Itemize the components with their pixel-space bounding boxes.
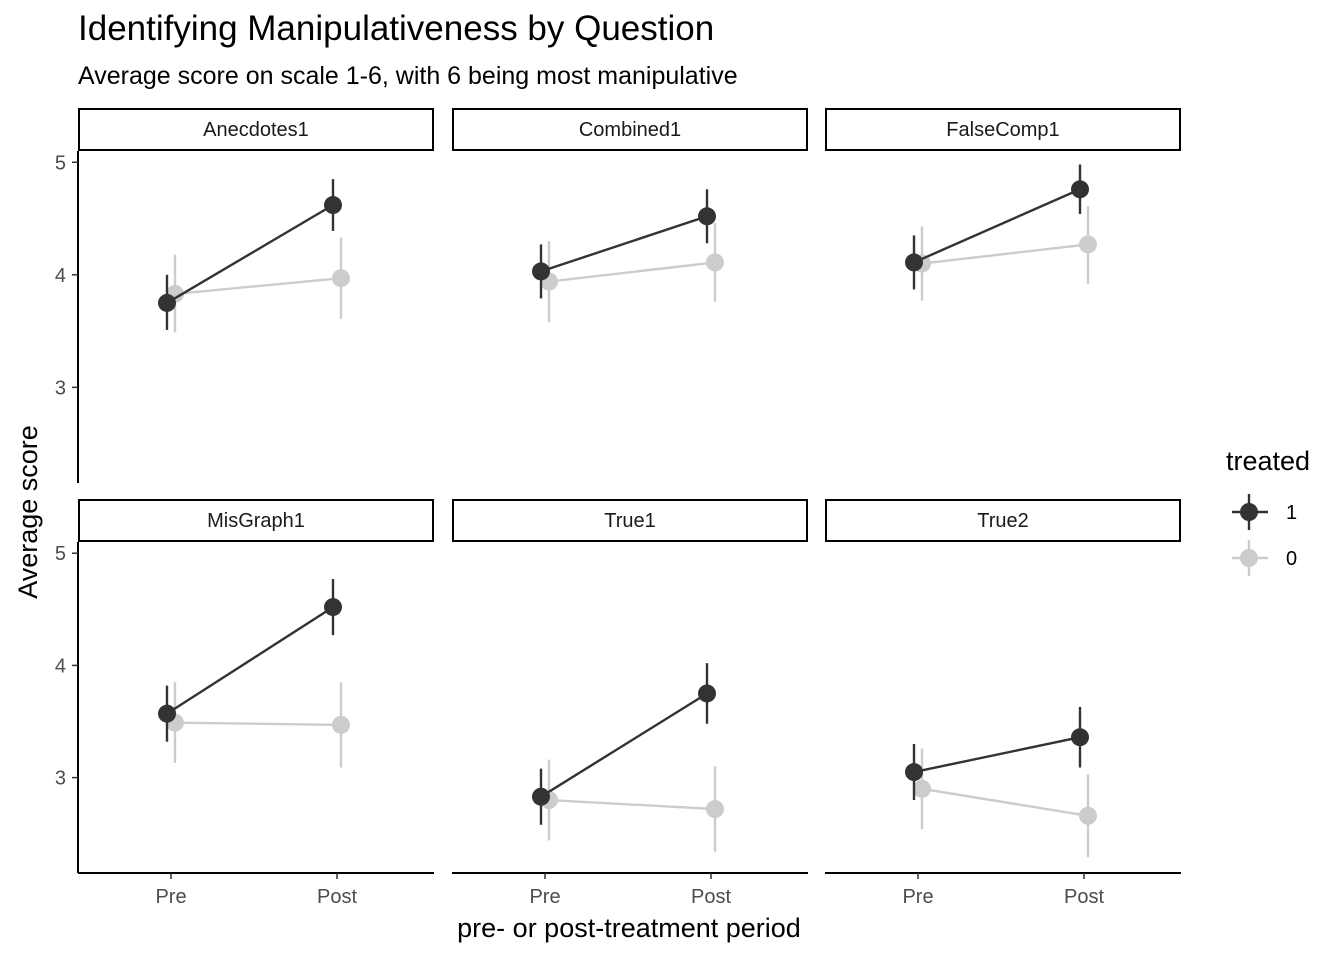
series-treated-0 <box>913 206 1097 301</box>
facet-strip-label: True1 <box>604 510 656 532</box>
x-axis-true1: Pre Post <box>452 872 808 908</box>
data-point <box>532 262 550 281</box>
facet-misgraph1: MisGraph1 <box>78 499 434 768</box>
legend-title: treated <box>1226 446 1310 476</box>
x-axis-true2: Pre Post <box>825 872 1181 908</box>
facet-anecdotes1: Anecdotes1 <box>78 108 434 333</box>
series-treated-1 <box>532 189 716 299</box>
data-point <box>324 598 342 617</box>
series-line <box>166 606 334 715</box>
facet-strip-label: Anecdotes1 <box>203 119 309 141</box>
y-axes: 3 4 5 3 4 5 <box>55 151 79 873</box>
x-axis-misgraph1: Pre Post <box>78 872 434 908</box>
legend-label: 1 <box>1286 502 1297 524</box>
series-line <box>548 798 716 811</box>
facet-combined1: Combined1 <box>452 108 808 323</box>
series-line <box>174 721 342 727</box>
data-point <box>158 293 176 312</box>
data-point <box>1071 180 1089 199</box>
chart-title: Identifying Manipulativeness by Question <box>78 9 714 48</box>
facet-true1: True1 <box>452 499 808 852</box>
data-point <box>532 787 550 806</box>
data-point <box>1071 728 1089 747</box>
series-line <box>913 736 1081 774</box>
facet-panels: Anecdotes1 Combined1 FalseComp1 MisGraph1 Tr… <box>78 108 1181 858</box>
data-point <box>913 779 931 798</box>
series-treated-0 <box>540 759 724 852</box>
series-line <box>540 692 708 798</box>
x-tick-label: Post <box>317 886 357 908</box>
data-point <box>332 269 350 288</box>
facet-strip <box>452 499 808 542</box>
facet-strip <box>78 499 434 542</box>
series-treated-1 <box>905 164 1089 290</box>
data-point <box>158 704 176 723</box>
data-point <box>1079 235 1097 254</box>
series-treated-1 <box>905 706 1089 801</box>
data-point <box>324 196 342 215</box>
y-tick-label: 5 <box>55 152 66 174</box>
facet-true2: True2 <box>825 499 1181 858</box>
x-axis-title: pre- or post-treatment period <box>457 913 801 943</box>
series-line <box>921 243 1089 265</box>
y-tick-label: 5 <box>55 543 66 565</box>
facet-strip <box>452 108 808 151</box>
chart-subtitle: Average score on scale 1-6, with 6 being… <box>78 62 738 90</box>
facet-strip-label: MisGraph1 <box>207 510 305 532</box>
series-treated-1 <box>532 663 716 825</box>
facet-strip-label: True2 <box>977 510 1029 532</box>
legend-key-point <box>1240 503 1258 521</box>
series-line <box>166 203 334 304</box>
data-point <box>698 207 716 226</box>
data-point <box>698 684 716 703</box>
y-tick-label: 3 <box>55 768 66 790</box>
series-treated-1 <box>158 579 342 742</box>
y-tick-label: 3 <box>55 377 66 399</box>
facet-strip <box>825 499 1181 542</box>
y-tick-label: 4 <box>55 265 66 287</box>
data-point <box>905 763 923 782</box>
x-tick-label: Post <box>691 886 731 908</box>
series-treated-0 <box>166 682 350 768</box>
facet-falsecomp1: FalseComp1 <box>825 108 1181 301</box>
series-treated-0 <box>913 748 1097 858</box>
y-axis-row-2: 3 4 5 <box>55 542 79 873</box>
x-axes: Pre Post Pre Post Pre Post <box>78 872 1181 908</box>
legend-label: 0 <box>1286 548 1297 570</box>
data-point <box>706 253 724 272</box>
x-tick-label: Post <box>1064 886 1104 908</box>
series-line <box>913 188 1081 264</box>
facet-strip <box>825 108 1181 151</box>
y-tick-label: 4 <box>55 655 66 677</box>
series-treated-0 <box>166 237 350 333</box>
facet-strip-label: Combined1 <box>579 119 681 141</box>
series-line <box>921 787 1089 817</box>
series-line <box>548 261 716 283</box>
series-line <box>174 276 342 296</box>
y-axis-row-1: 3 4 5 <box>55 151 79 483</box>
x-tick-label: Pre <box>155 886 186 908</box>
data-point <box>905 253 923 272</box>
facet-strip-label: FalseComp1 <box>946 119 1059 141</box>
facet-strip <box>78 108 434 151</box>
data-point <box>332 715 350 734</box>
x-tick-label: Pre <box>902 886 933 908</box>
legend-entry-0: 0 <box>1232 540 1297 576</box>
series-line <box>540 215 708 273</box>
series-treated-0 <box>540 223 724 323</box>
legend-entry-1: 1 <box>1232 494 1297 530</box>
data-point <box>1079 806 1097 825</box>
series-treated-1 <box>158 179 342 330</box>
x-tick-label: Pre <box>529 886 560 908</box>
legend-key-point <box>1240 549 1258 567</box>
y-axis-title: Average score <box>13 425 43 599</box>
data-point <box>706 800 724 819</box>
legend: treated 1 0 <box>1226 446 1310 576</box>
